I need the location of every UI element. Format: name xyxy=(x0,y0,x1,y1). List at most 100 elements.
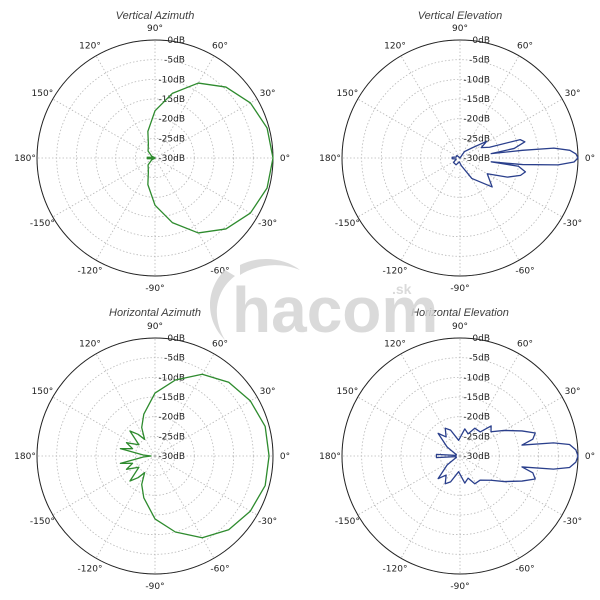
angle-tick-label: -30° xyxy=(563,517,582,527)
ring-tick-label: 0dB xyxy=(472,36,490,46)
grid-ring xyxy=(134,435,176,477)
watermark-brand: hacom xyxy=(232,274,438,346)
angle-tick-label: 150° xyxy=(32,387,54,397)
angle-tick-label: 90° xyxy=(147,24,163,34)
polar-chart-1: Vertical Azimuth 90° 60° 30° 0° -30° -60° -90° -… xyxy=(14,10,290,294)
angle-tick-label: 0° xyxy=(280,154,290,164)
angle-tick-label: -120° xyxy=(78,565,103,575)
grid-spoke xyxy=(52,455,156,516)
grid-ring xyxy=(75,376,235,536)
angle-tick-label: 120° xyxy=(79,41,101,51)
grid-spoke xyxy=(357,455,461,516)
angle-tick-label: -90° xyxy=(145,582,164,592)
grid-spoke xyxy=(154,396,258,457)
angle-tick-label: 120° xyxy=(384,41,406,51)
grid-spoke xyxy=(459,455,520,559)
angle-tick-label: 60° xyxy=(517,339,533,349)
grid-spoke xyxy=(459,98,563,159)
grid-spoke xyxy=(52,157,156,218)
grid-spoke xyxy=(357,98,461,159)
polar-chart-2: Vertical Elevation 90° 60° 30° 0° -30° -60° -90… xyxy=(319,10,595,294)
polar-chart-3: Horizontal Azimuth 90° 60° 30° 0° -30° -60° -90… xyxy=(14,307,290,592)
ring-tick-label: -10dB xyxy=(158,75,185,85)
angle-tick-label: 90° xyxy=(452,322,468,332)
logo-swoosh-icon xyxy=(240,258,300,275)
ring-tick-label: -25dB xyxy=(158,432,185,442)
angle-tick-label: -90° xyxy=(450,582,469,592)
angle-tick-label: 30° xyxy=(565,387,581,397)
ring-tick-label: -15dB xyxy=(158,393,185,403)
pattern-series-line xyxy=(451,138,579,188)
angle-tick-label: -150° xyxy=(335,219,360,229)
grid-spoke xyxy=(400,455,461,559)
grid-ring xyxy=(95,98,215,218)
grid-spoke xyxy=(154,55,215,159)
logo-swoosh-icon xyxy=(210,270,235,340)
ring-tick-label: -5dB xyxy=(164,56,185,66)
ring-tick-label: -20dB xyxy=(463,413,490,423)
angle-tick-label: 0° xyxy=(585,452,595,462)
grid-spoke xyxy=(400,353,461,457)
grid-spoke xyxy=(357,396,461,457)
angle-tick-label: 150° xyxy=(337,387,359,397)
angle-tick-label: -150° xyxy=(335,517,360,527)
ring-tick-label: -5dB xyxy=(164,354,185,364)
angle-tick-label: -60° xyxy=(210,565,229,575)
grid-ring xyxy=(380,78,540,238)
chart-title: Horizontal Elevation xyxy=(411,307,509,319)
grid-ring xyxy=(400,396,520,516)
angle-tick-label: -60° xyxy=(515,565,534,575)
angle-tick-label: -60° xyxy=(210,267,229,277)
ring-tick-label: -30dB xyxy=(158,452,185,462)
ring-tick-label: -20dB xyxy=(158,413,185,423)
grid-spoke xyxy=(459,396,563,457)
ring-tick-label: -15dB xyxy=(158,95,185,105)
grid-ring xyxy=(439,435,481,477)
ring-tick-label: -20dB xyxy=(463,115,490,125)
chart-title: Vertical Azimuth xyxy=(116,10,195,22)
angle-tick-label: 0° xyxy=(280,452,290,462)
ring-tick-label: -25dB xyxy=(158,134,185,144)
ring-tick-label: -10dB xyxy=(463,75,490,85)
grid-spoke xyxy=(154,455,215,559)
angle-tick-label: 120° xyxy=(384,339,406,349)
grid-ring xyxy=(95,396,215,516)
ring-tick-label: -10dB xyxy=(158,373,185,383)
ring-tick-label: -5dB xyxy=(469,56,490,66)
ring-tick-label: 0dB xyxy=(167,334,185,344)
angle-tick-label: -30° xyxy=(258,219,277,229)
angle-tick-label: 150° xyxy=(337,89,359,99)
ring-tick-label: -30dB xyxy=(463,154,490,164)
grid-spoke xyxy=(52,98,156,159)
grid-spoke xyxy=(459,157,563,218)
chart-title: Vertical Elevation xyxy=(418,10,503,22)
angle-tick-label: -30° xyxy=(563,219,582,229)
watermark-logo: hacom.sk xyxy=(210,258,438,346)
grid-spoke xyxy=(459,55,520,159)
grid-ring xyxy=(75,78,235,238)
ring-tick-label: -30dB xyxy=(158,154,185,164)
angle-tick-label: -90° xyxy=(145,284,164,294)
angle-tick-label: -120° xyxy=(383,267,408,277)
grid-spoke xyxy=(95,353,156,457)
grid-spoke xyxy=(154,157,215,261)
angle-tick-label: -150° xyxy=(30,517,55,527)
pattern-series-line xyxy=(146,82,274,234)
pattern-series-line xyxy=(435,425,579,485)
ring-tick-label: 0dB xyxy=(167,36,185,46)
angle-tick-label: 90° xyxy=(147,322,163,332)
grid-spoke xyxy=(95,55,156,159)
grid-spoke xyxy=(52,396,156,457)
grid-spoke xyxy=(95,455,156,559)
angle-tick-label: -30° xyxy=(258,517,277,527)
angle-tick-label: 60° xyxy=(517,41,533,51)
angle-tick-label: 30° xyxy=(260,387,276,397)
angle-tick-label: -120° xyxy=(78,267,103,277)
angle-tick-label: 90° xyxy=(452,24,468,34)
angle-tick-label: 180° xyxy=(319,452,341,462)
ring-tick-label: -5dB xyxy=(469,354,490,364)
grid-spoke xyxy=(357,157,461,218)
angle-tick-label: -90° xyxy=(450,284,469,294)
grid-spoke xyxy=(400,55,461,159)
grid-spoke xyxy=(400,157,461,261)
